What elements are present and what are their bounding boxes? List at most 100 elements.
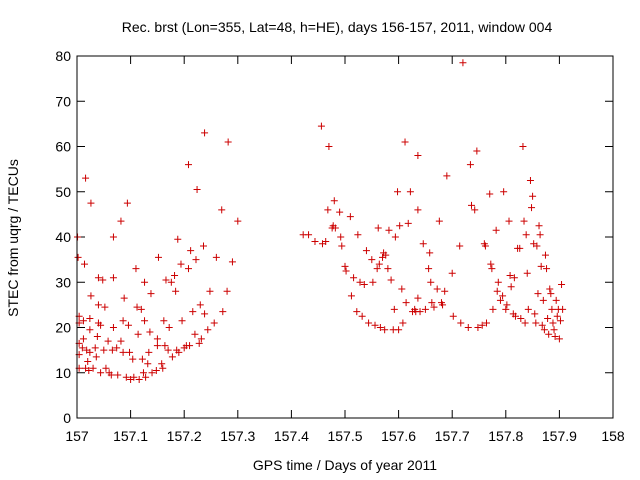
data-point	[311, 238, 319, 246]
data-point	[489, 305, 497, 313]
data-point	[129, 355, 137, 363]
data-point	[175, 348, 183, 356]
data-point	[555, 335, 563, 343]
data-point	[398, 285, 406, 293]
data-point	[212, 253, 220, 261]
data-point	[435, 217, 443, 225]
x-tick-label: 157.9	[542, 428, 577, 444]
data-point	[119, 317, 127, 325]
data-point	[94, 301, 102, 309]
data-point	[365, 319, 373, 327]
data-point	[369, 278, 377, 286]
x-tick-label: 157.4	[274, 428, 309, 444]
data-point	[85, 366, 93, 374]
data-point	[338, 242, 346, 250]
data-point	[165, 324, 173, 331]
data-point	[425, 265, 433, 273]
data-point	[401, 138, 409, 146]
x-axis-ticks: 157 157.1 157.2 157.3 157.4 157.5 157.6 157.7 15…	[65, 56, 625, 444]
data-point	[94, 274, 102, 282]
data-point	[541, 251, 549, 259]
data-point	[325, 143, 333, 150]
data-point	[406, 188, 414, 196]
data-point	[543, 265, 551, 273]
data-point	[122, 373, 130, 381]
data-point	[548, 305, 556, 313]
data-point	[109, 233, 117, 241]
data-point	[201, 129, 209, 137]
data-point	[174, 235, 182, 243]
data-point	[192, 256, 200, 264]
data-point	[317, 122, 325, 130]
data-point	[448, 269, 456, 277]
data-point	[187, 247, 195, 255]
data-point	[160, 317, 168, 325]
data-point	[138, 355, 146, 363]
data-point	[395, 326, 403, 334]
data-point	[126, 348, 134, 356]
data-point	[457, 319, 465, 327]
data-point	[120, 294, 128, 302]
data-point	[394, 188, 402, 196]
data-point	[91, 344, 99, 352]
data-point	[544, 314, 552, 322]
data-point	[537, 262, 545, 270]
data-point	[464, 324, 472, 331]
data-point	[119, 348, 127, 356]
data-point	[385, 226, 393, 234]
data-point	[536, 231, 544, 239]
data-point	[399, 319, 407, 327]
data-point	[404, 219, 412, 227]
data-point	[506, 271, 514, 279]
data-point	[426, 249, 434, 257]
data-point	[539, 296, 547, 304]
data-point	[189, 308, 197, 316]
y-tick-label: 30	[55, 274, 71, 290]
data-point	[428, 299, 436, 307]
data-point	[510, 274, 518, 282]
data-point	[144, 360, 152, 368]
data-point	[528, 204, 536, 212]
data-point	[102, 364, 110, 372]
data-point	[87, 199, 95, 207]
data-point	[521, 319, 529, 327]
data-point	[483, 319, 491, 327]
data-point	[219, 308, 227, 316]
y-tick-label: 20	[55, 320, 71, 336]
data-point	[350, 274, 358, 282]
y-tick-label: 70	[55, 93, 71, 109]
data-point	[204, 326, 212, 334]
x-axis-label: GPS time / Days of year 2011	[253, 457, 437, 473]
data-point	[558, 281, 566, 289]
data-point	[86, 326, 94, 334]
data-point	[494, 278, 502, 286]
x-tick-label: 157	[65, 428, 89, 444]
data-point	[218, 206, 226, 214]
data-point	[546, 285, 554, 293]
data-point	[354, 231, 362, 239]
data-point	[471, 206, 479, 214]
y-axis-label: STEC from uqrg / TECUs	[5, 159, 21, 317]
data-point	[137, 305, 145, 313]
data-point	[419, 240, 427, 248]
data-point	[184, 161, 192, 169]
data-point	[197, 335, 205, 343]
data-point	[529, 192, 537, 200]
data-point	[342, 267, 350, 275]
data-point	[153, 335, 161, 343]
data-point	[132, 265, 140, 273]
data-point	[108, 346, 116, 354]
data-point	[488, 265, 496, 273]
data-point	[381, 326, 389, 334]
data-point	[391, 233, 399, 241]
data-point	[92, 353, 100, 361]
data-point	[346, 213, 354, 221]
data-point	[74, 233, 82, 241]
data-point	[107, 371, 115, 379]
x-tick-label: 157.8	[488, 428, 523, 444]
data-point	[540, 326, 548, 334]
data-point	[89, 364, 97, 372]
data-point	[336, 208, 344, 216]
data-point	[467, 201, 475, 209]
